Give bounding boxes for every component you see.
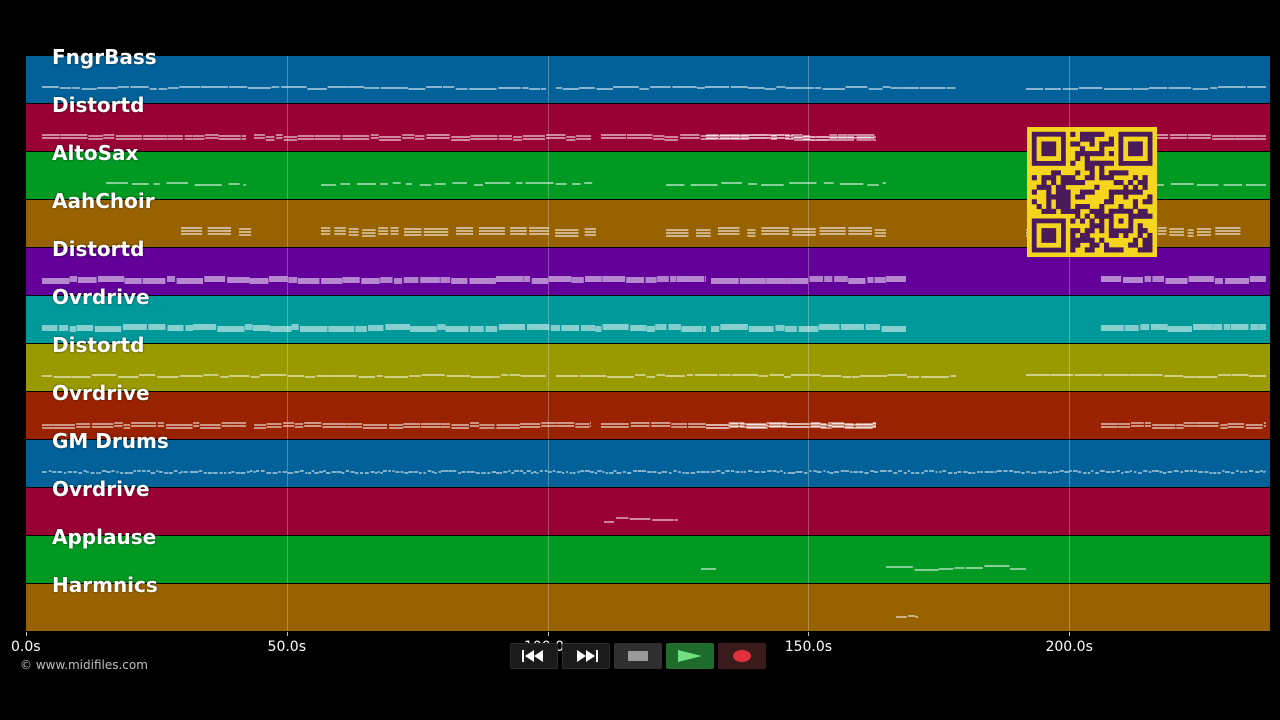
track-notes [42,470,1266,474]
track-row[interactable] [26,56,1270,104]
track-notes [42,276,1266,284]
track-row[interactable] [26,344,1270,392]
time-tick-mark [26,632,27,636]
track-row[interactable] [26,536,1270,584]
time-tick-mark [1069,632,1071,636]
track-notes [42,86,1266,90]
track-row[interactable] [26,584,1270,632]
track-name-label: Distortd [52,93,145,117]
rewind-button[interactable] [510,643,558,669]
stop-button[interactable] [614,643,662,669]
track-name-label: AltoSax [52,141,139,165]
time-tick-mark [808,632,810,636]
fast-forward-button[interactable] [562,643,610,669]
record-button[interactable] [718,643,766,669]
track-name-label: Ovrdrive [52,477,150,501]
track-name-label: Distortd [52,237,145,261]
track-name-label: Distortd [52,333,145,357]
track-row[interactable] [26,440,1270,488]
track-notes [106,182,1266,186]
track-name-label: GM Drums [52,429,169,453]
track-row[interactable] [26,488,1270,536]
track-notes [701,565,1026,571]
qr-code-icon [1027,127,1157,257]
time-tick-label: 200.0s [1045,639,1093,655]
record-icon [733,650,751,662]
copyright-text: © www.midifiles.com [20,658,148,672]
stop-icon [628,651,648,661]
track-name-label: Ovrdrive [52,381,150,405]
transport-controls [510,643,770,670]
track-row[interactable] [26,296,1270,344]
time-tick-label: 150.0s [784,639,833,655]
track-notes [42,374,1266,378]
time-tick-label: 50.0s [267,639,307,655]
track-row[interactable] [26,392,1270,440]
track-name-label: Harmnics [52,573,158,597]
track-name-label: Applause [52,525,157,549]
fast-forward-icon [577,650,598,662]
track-notes [604,517,678,523]
time-tick-mark [286,632,288,636]
track-name-label: FngrBass [52,45,157,69]
track-notes [896,615,918,618]
rewind-icon [522,650,543,662]
track-name-label: AahChoir [52,189,155,213]
time-tick-mark [547,632,549,636]
track-name-label: Ovrdrive [52,285,150,309]
track-notes [42,324,1266,332]
track-notes [42,422,1266,429]
play-button[interactable] [666,643,714,669]
time-tick-label: 0.0s [11,639,41,655]
play-icon [678,650,702,662]
